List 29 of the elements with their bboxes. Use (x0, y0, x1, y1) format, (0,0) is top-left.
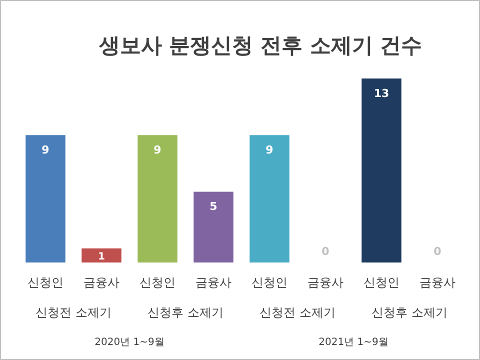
text: 2021년 1~9월 (318, 337, 388, 348)
x-tick-label: 신청인 (140, 276, 176, 290)
bar (362, 78, 402, 262)
bar (250, 135, 290, 262)
data-label: 9 (266, 144, 274, 157)
x-tick-label: 금융사 (420, 276, 456, 290)
text: 신청전 소제기 (36, 306, 112, 320)
text: 신청전 소제기 (260, 306, 336, 320)
data-label: 13 (374, 87, 390, 100)
data-label: 1 (98, 251, 106, 262)
data-label: 0 (322, 245, 330, 258)
text: 2020년 1~9월 (94, 337, 164, 348)
x-tick-label: 금융사 (308, 276, 344, 290)
x-tick-label: 금융사 (84, 276, 120, 290)
bar (138, 135, 178, 262)
chart-title: 생보사 분쟁신청 전후 소제기 건수 (98, 34, 422, 58)
bar (82, 248, 122, 262)
x-tick-label: 신청인 (364, 276, 400, 290)
x-tick-label: 신청인 (28, 276, 64, 290)
bar (26, 135, 66, 262)
data-label: 5 (210, 200, 218, 214)
data-label: 9 (154, 144, 162, 157)
data-label: 0 (434, 245, 442, 258)
x-tick-label: 신청인 (252, 276, 288, 290)
bar (194, 192, 234, 262)
x-tick-label: 금융사 (196, 276, 232, 290)
text: 신청후 소제기 (372, 306, 448, 320)
text: 신청후 소제기 (148, 306, 224, 320)
data-label: 9 (42, 144, 50, 157)
